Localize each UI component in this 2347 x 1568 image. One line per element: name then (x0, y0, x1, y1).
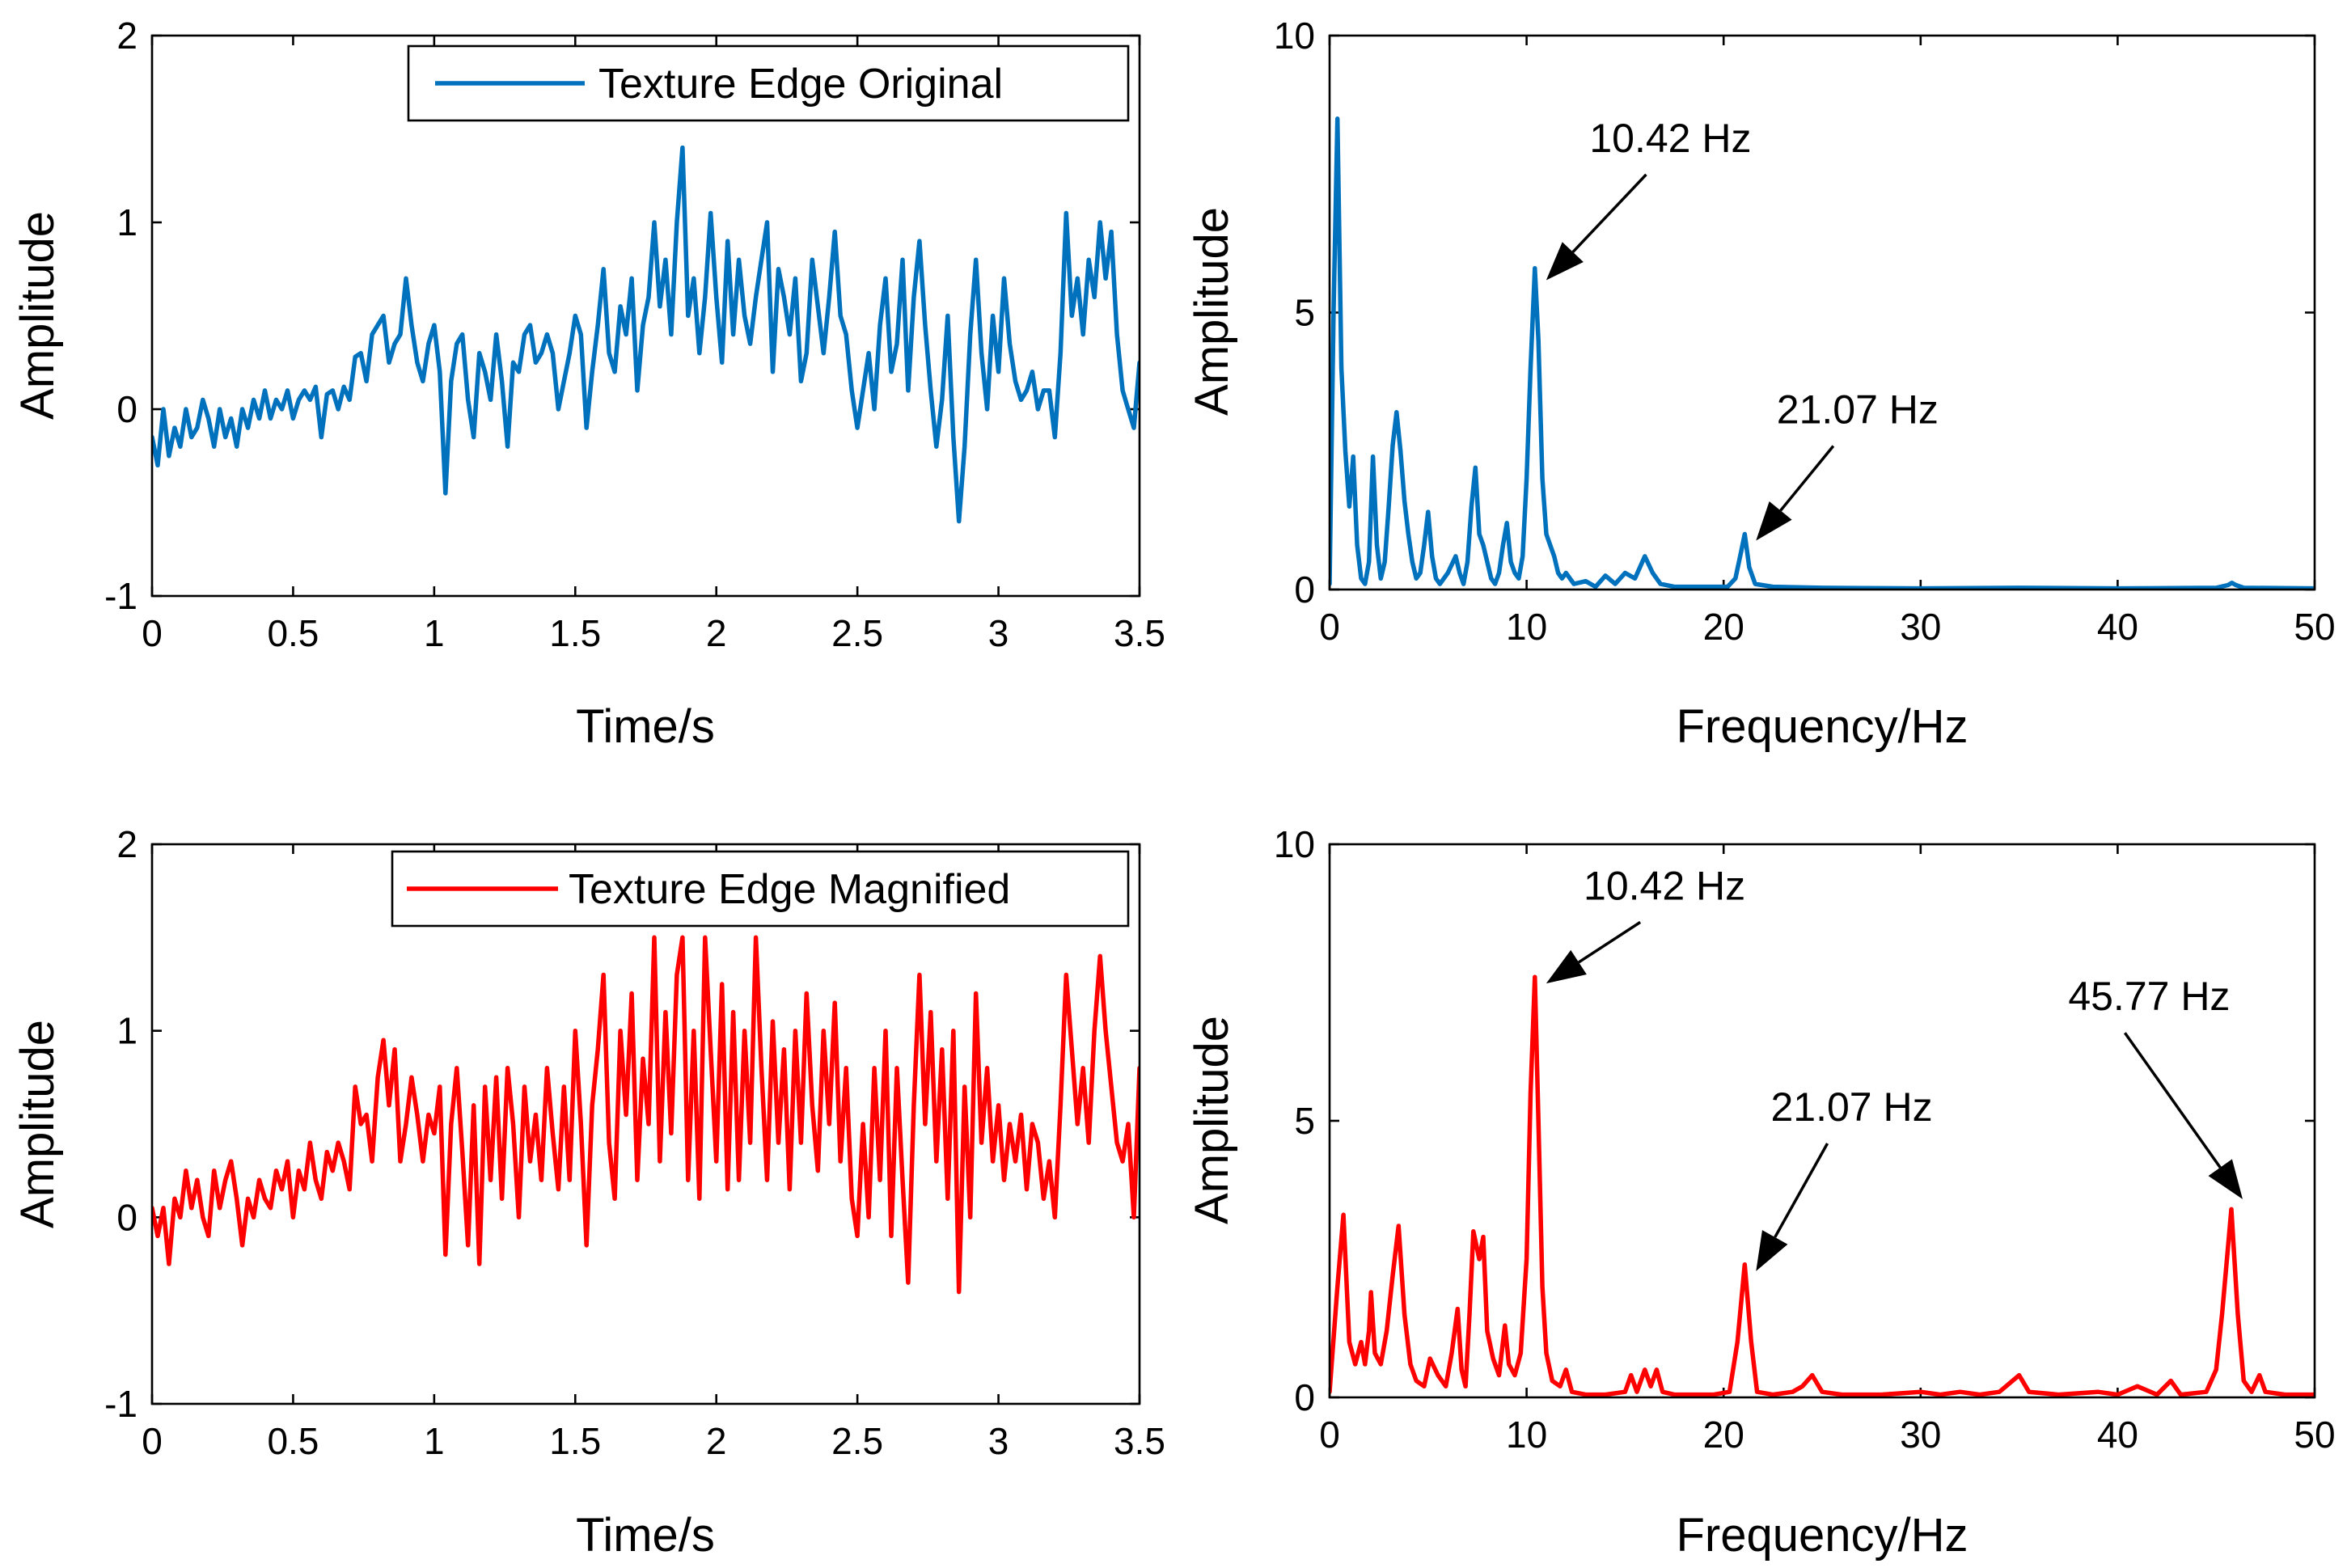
legend: Texture Edge Magnified (391, 850, 1130, 928)
x-tick-label: 3.5 (1114, 1420, 1165, 1462)
y-tick-label: 2 (116, 823, 137, 865)
annotations: 10.42 Hz 21.07 Hz (1546, 116, 1939, 541)
y-tick-label: 1 (116, 201, 137, 243)
x-tick-label: 50 (2294, 1414, 2335, 1456)
y-axis-label: Amplitude (11, 1020, 64, 1228)
annotation-label: 21.07 Hz (1770, 1084, 1932, 1130)
annotation-arrow-head (1546, 242, 1584, 281)
y-axis-label: Amplitude (1186, 1016, 1238, 1224)
x-tick-label: 20 (1703, 606, 1744, 648)
y-tick-label: 0 (1294, 568, 1315, 611)
annotation-arrow-head (1756, 501, 1792, 541)
x-tick-label: 30 (1900, 1414, 1941, 1456)
x-ticks: 0 10 20 30 40 50 (1319, 36, 2336, 648)
y-tick-label: 5 (1294, 1100, 1315, 1142)
plot-area (150, 843, 1141, 1405)
x-tick-label: 40 (2097, 1414, 2138, 1456)
series-line (1330, 116, 2315, 590)
x-tick-label: 2 (706, 1420, 727, 1462)
annotations: 10.42 Hz 21.07 Hz 45.77 Hz (1546, 863, 2243, 1271)
x-tick-label: 30 (1900, 606, 1941, 648)
x-ticks: 0 10 20 30 40 50 (1319, 844, 2336, 1456)
y-tick-label: -1 (104, 1383, 137, 1425)
x-axis-label: Frequency/Hz (1676, 700, 1968, 753)
y-tick-label: 0 (1294, 1376, 1315, 1418)
x-tick-label: 1 (424, 612, 445, 654)
y-tick-label: 10 (1274, 15, 1315, 57)
annotation-label: 21.07 Hz (1777, 387, 1939, 433)
series-path (152, 935, 1140, 1295)
x-axis-label: Time/s (576, 1509, 715, 1562)
x-tick-label: 0 (1319, 1414, 1340, 1456)
x-tick-label: 3.5 (1114, 612, 1165, 654)
annotation-arrow-head (1756, 1230, 1788, 1271)
plot-area (150, 34, 1141, 598)
series-line (152, 145, 1140, 524)
y-tick-label: 0 (116, 388, 137, 430)
annotation-arrow-head (1546, 949, 1587, 984)
x-tick-label: 0 (142, 612, 163, 654)
x-ticks: 0 0.5 1 1.5 2 2.5 3 3.5 (142, 844, 1165, 1462)
plot-area (1328, 843, 2316, 1399)
series-path (152, 145, 1140, 524)
plot-area (1328, 34, 2316, 591)
y-tick-label: 10 (1274, 823, 1315, 865)
annotation-label: 10.42 Hz (1584, 863, 1745, 908)
series-path (1330, 974, 2315, 1397)
annotation-arrow-line (2123, 1032, 2222, 1169)
x-tick-label: 3 (988, 612, 1009, 654)
x-tick-label: 20 (1703, 1414, 1744, 1456)
x-tick-label: 2.5 (831, 1420, 883, 1462)
panel-spectrum-original: Amplitude 0 10 20 30 40 50 0 5 10 10.42 Hz 21.07… (1186, 15, 2336, 753)
x-ticks: 0 0.5 1 1.5 2 2.5 3 3.5 (142, 36, 1165, 654)
x-tick-label: 0.5 (267, 612, 319, 654)
legend-label: Texture Edge Original (598, 61, 1003, 108)
y-tick-label: 0 (116, 1196, 137, 1238)
x-tick-label: 1 (424, 1420, 445, 1462)
annotation-arrow-line (1774, 1143, 1829, 1238)
y-ticks: 0 5 10 (1274, 823, 2315, 1418)
y-axis-label: Amplitude (1186, 207, 1238, 416)
legend-label: Texture Edge Magnified (569, 866, 1010, 913)
x-tick-label: 2 (706, 612, 727, 654)
annotation-arrow-head (2208, 1159, 2243, 1199)
panel-spectrum-magnified: Amplitude 0 10 20 30 40 50 0 5 10 10.42 Hz 21.07… (1186, 823, 2336, 1562)
x-tick-label: 10 (1506, 606, 1547, 648)
y-ticks: -1 0 1 2 (104, 15, 1140, 617)
annotation-label: 45.77 Hz (2068, 974, 2230, 1019)
y-tick-label: 2 (116, 15, 137, 57)
x-tick-label: 50 (2294, 606, 2335, 648)
series-path (1330, 116, 2315, 590)
y-axis-label: Amplitude (11, 211, 64, 420)
y-tick-label: 5 (1294, 292, 1315, 334)
y-ticks: 0 5 10 (1274, 15, 2315, 611)
x-tick-label: 10 (1506, 1414, 1547, 1456)
x-tick-label: 0 (142, 1420, 163, 1462)
y-tick-label: -1 (104, 575, 137, 617)
x-tick-label: 1.5 (549, 1420, 601, 1462)
y-tick-label: 1 (116, 1010, 137, 1052)
x-tick-label: 0.5 (267, 1420, 319, 1462)
x-axis-label: Time/s (576, 700, 715, 753)
x-tick-label: 1.5 (549, 612, 601, 654)
x-tick-label: 3 (988, 1420, 1009, 1462)
annotation-arrow-line (1571, 173, 1647, 253)
annotation-arrow-line (1578, 920, 1642, 964)
x-tick-label: 40 (2097, 606, 2138, 648)
series-line (152, 935, 1140, 1295)
x-tick-label: 0 (1319, 606, 1340, 648)
annotation-label: 10.42 Hz (1589, 116, 1751, 161)
annotation-arrow-line (1779, 445, 1835, 512)
x-axis-label: Frequency/Hz (1676, 1509, 1968, 1562)
legend: Texture Edge Original (407, 44, 1130, 122)
x-tick-label: 2.5 (831, 612, 883, 654)
series-line (1330, 974, 2315, 1397)
